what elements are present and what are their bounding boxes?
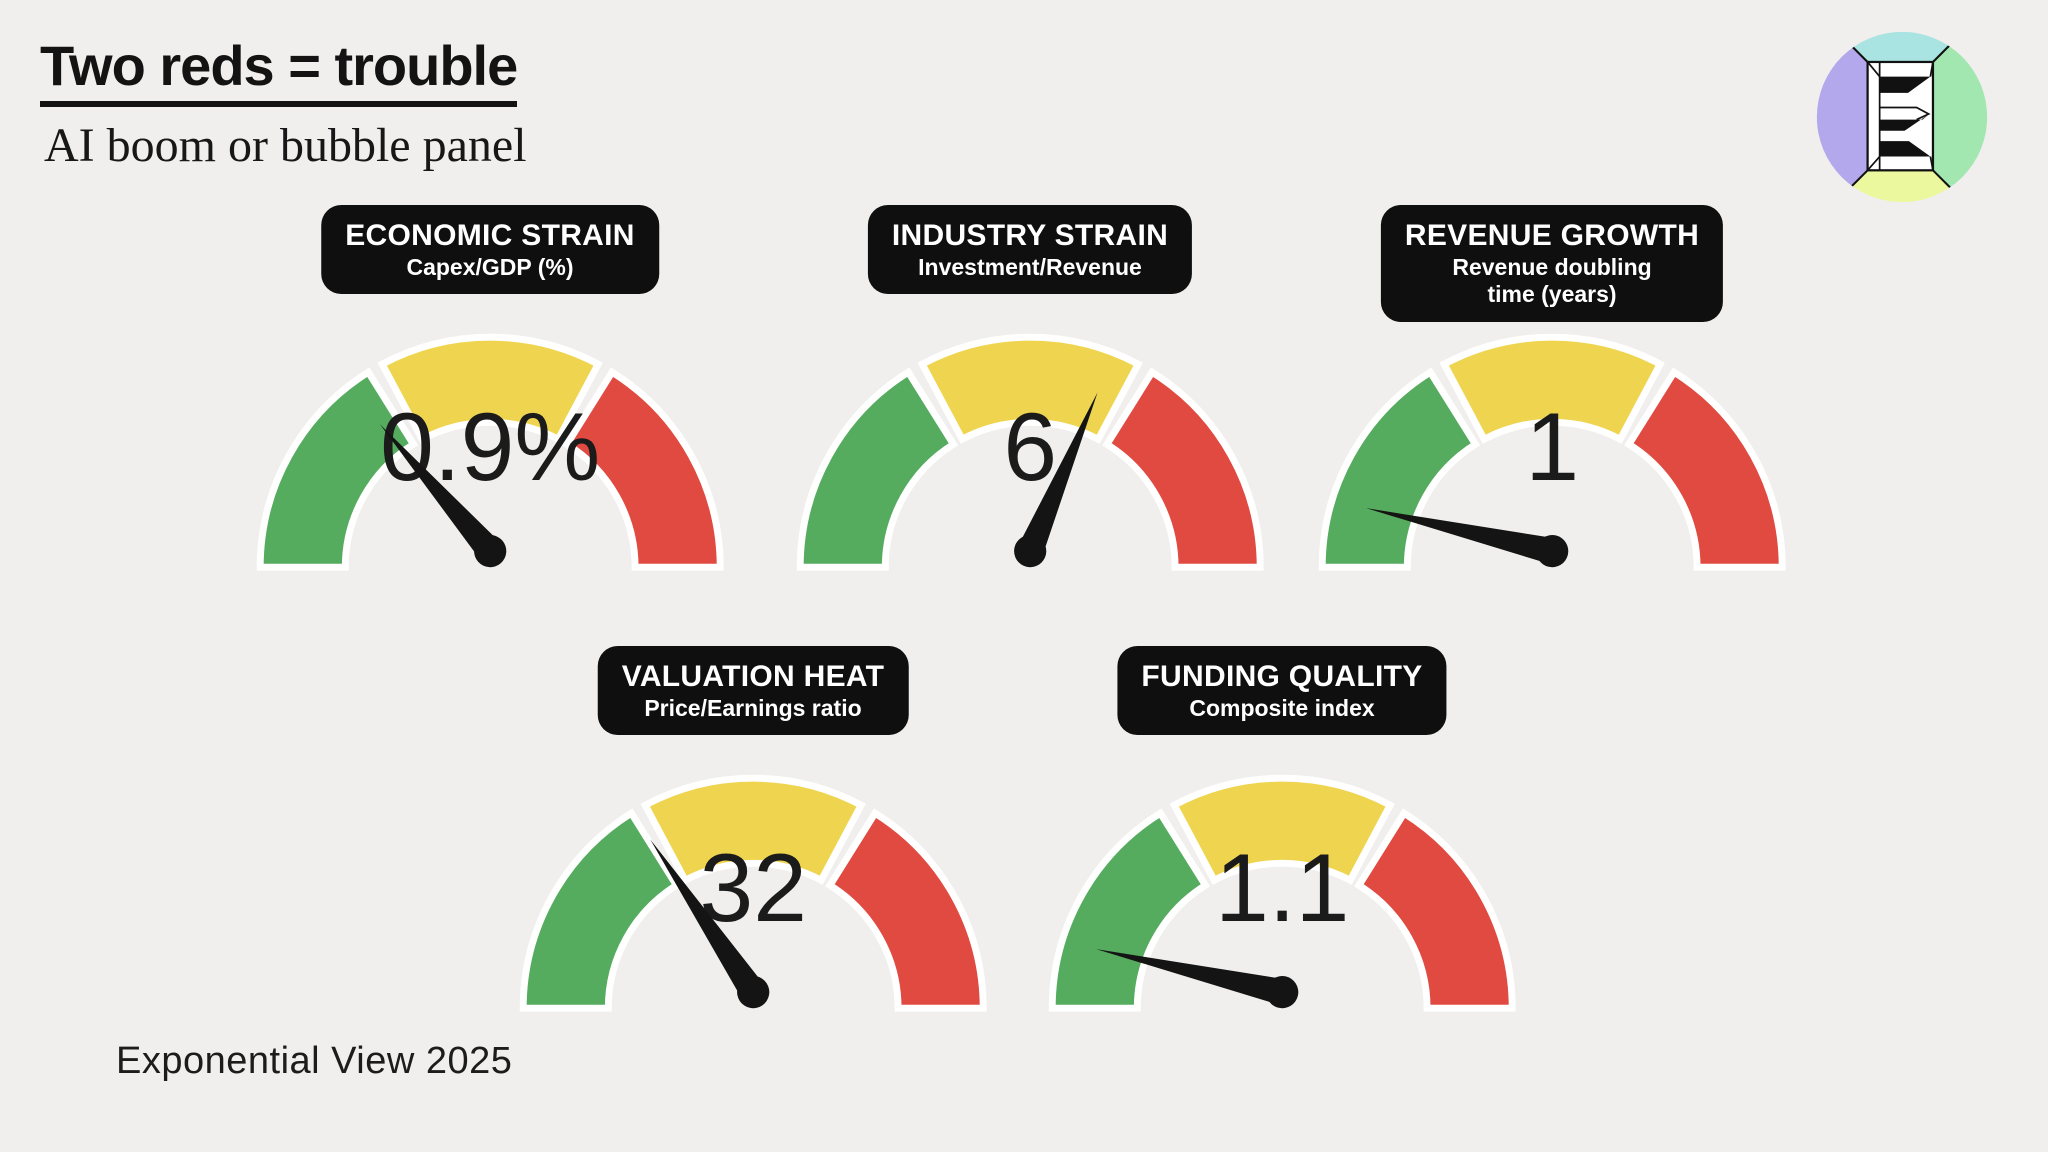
logo-quadrant-right [1932,31,1988,203]
gauge-needle-pivot [1013,534,1047,568]
gauge-label: FUNDING QUALITY Composite index [1117,646,1447,736]
gauge-label: ECONOMIC STRAIN Capex/GDP (%) [321,205,659,295]
gauge-zone-green [519,808,681,1012]
footer-credit: Exponential View 2025 [116,1040,513,1082]
gauge-subtitle: Capex/GDP (%) [406,253,574,280]
gauge-needle-pivot [736,975,770,1009]
gauge-needle-pivot [1535,534,1569,568]
logo-letter-e [1866,60,1935,172]
exponential-view-logo [1816,31,1988,203]
gauge-zone-yellow [1169,774,1395,885]
gauge-zone-red [825,808,987,1012]
gauge-title: INDUSTRY STRAIN [891,219,1169,252]
gauge-zone-yellow [917,333,1143,444]
gauge-needle [1013,392,1098,568]
gauge-value: 1 [1525,394,1579,501]
gauge-zone-red [1102,367,1264,571]
gauge-title: ECONOMIC STRAIN [345,219,635,252]
gauge-needle [1366,507,1569,568]
gauge-zone-red [562,367,724,571]
gauge-zone-green [1048,808,1210,1012]
gauge-zone-yellow [1439,333,1665,444]
gauge-dial: 1 [1318,333,1786,571]
logo-diagonal [1932,42,1953,63]
gauge-needle-pivot [1265,975,1299,1009]
logo-diagonal [1932,169,1954,191]
page-subtitle: AI boom or bubble panel [44,119,527,172]
gauge-title: REVENUE GROWTH [1404,219,1700,252]
gauge-subtitle: Investment/Revenue [918,253,1142,280]
gauge-label: INDUSTRY STRAIN Investment/Revenue [867,205,1193,295]
gauge-value: 6 [1003,394,1057,501]
gauge-zone-green [796,367,958,571]
gauge-needle [650,839,770,1009]
gauge-zone-green [1318,367,1480,571]
gauge-title: VALUATION HEAT [621,660,885,693]
gauge-zone-red [1354,808,1516,1012]
gauge-value: 1.1 [1215,835,1349,942]
gauge-needle-pivot [473,534,507,568]
gauge-subtitle: Price/Earnings ratio [644,694,862,721]
gauge-label: VALUATION HEAT Price/Earnings ratio [597,646,909,736]
gauge-subtitle: Revenue doubling time (years) [1452,253,1652,308]
gauge-dial: 1.1 [1048,774,1516,1012]
gauge-needle [1096,948,1299,1009]
page-title: Two reds = trouble [40,34,518,108]
gauge-dial: 6 [796,333,1264,571]
logo-quadrant-top [1824,31,1980,62]
gauge-dial: 32 [519,774,987,1012]
gauge-title: FUNDING QUALITY [1141,660,1423,693]
gauge-value: 32 [699,835,806,942]
gauge-zone-red [1624,367,1786,571]
gauge-value: 0.9% [380,394,600,501]
gauge-dial: 0.9% [256,333,724,571]
logo-quadrant-left [1816,31,1868,203]
logo-quadrant-bottom [1824,170,1980,203]
gauge-subtitle: Composite index [1189,694,1375,721]
gauge-label: REVENUE GROWTH Revenue doubling time (ye… [1380,205,1724,322]
gauge-zone-yellow [640,774,866,885]
gauge-zone-yellow [377,333,603,444]
gauge-needle [379,424,507,568]
gauge-zone-green [256,367,418,571]
